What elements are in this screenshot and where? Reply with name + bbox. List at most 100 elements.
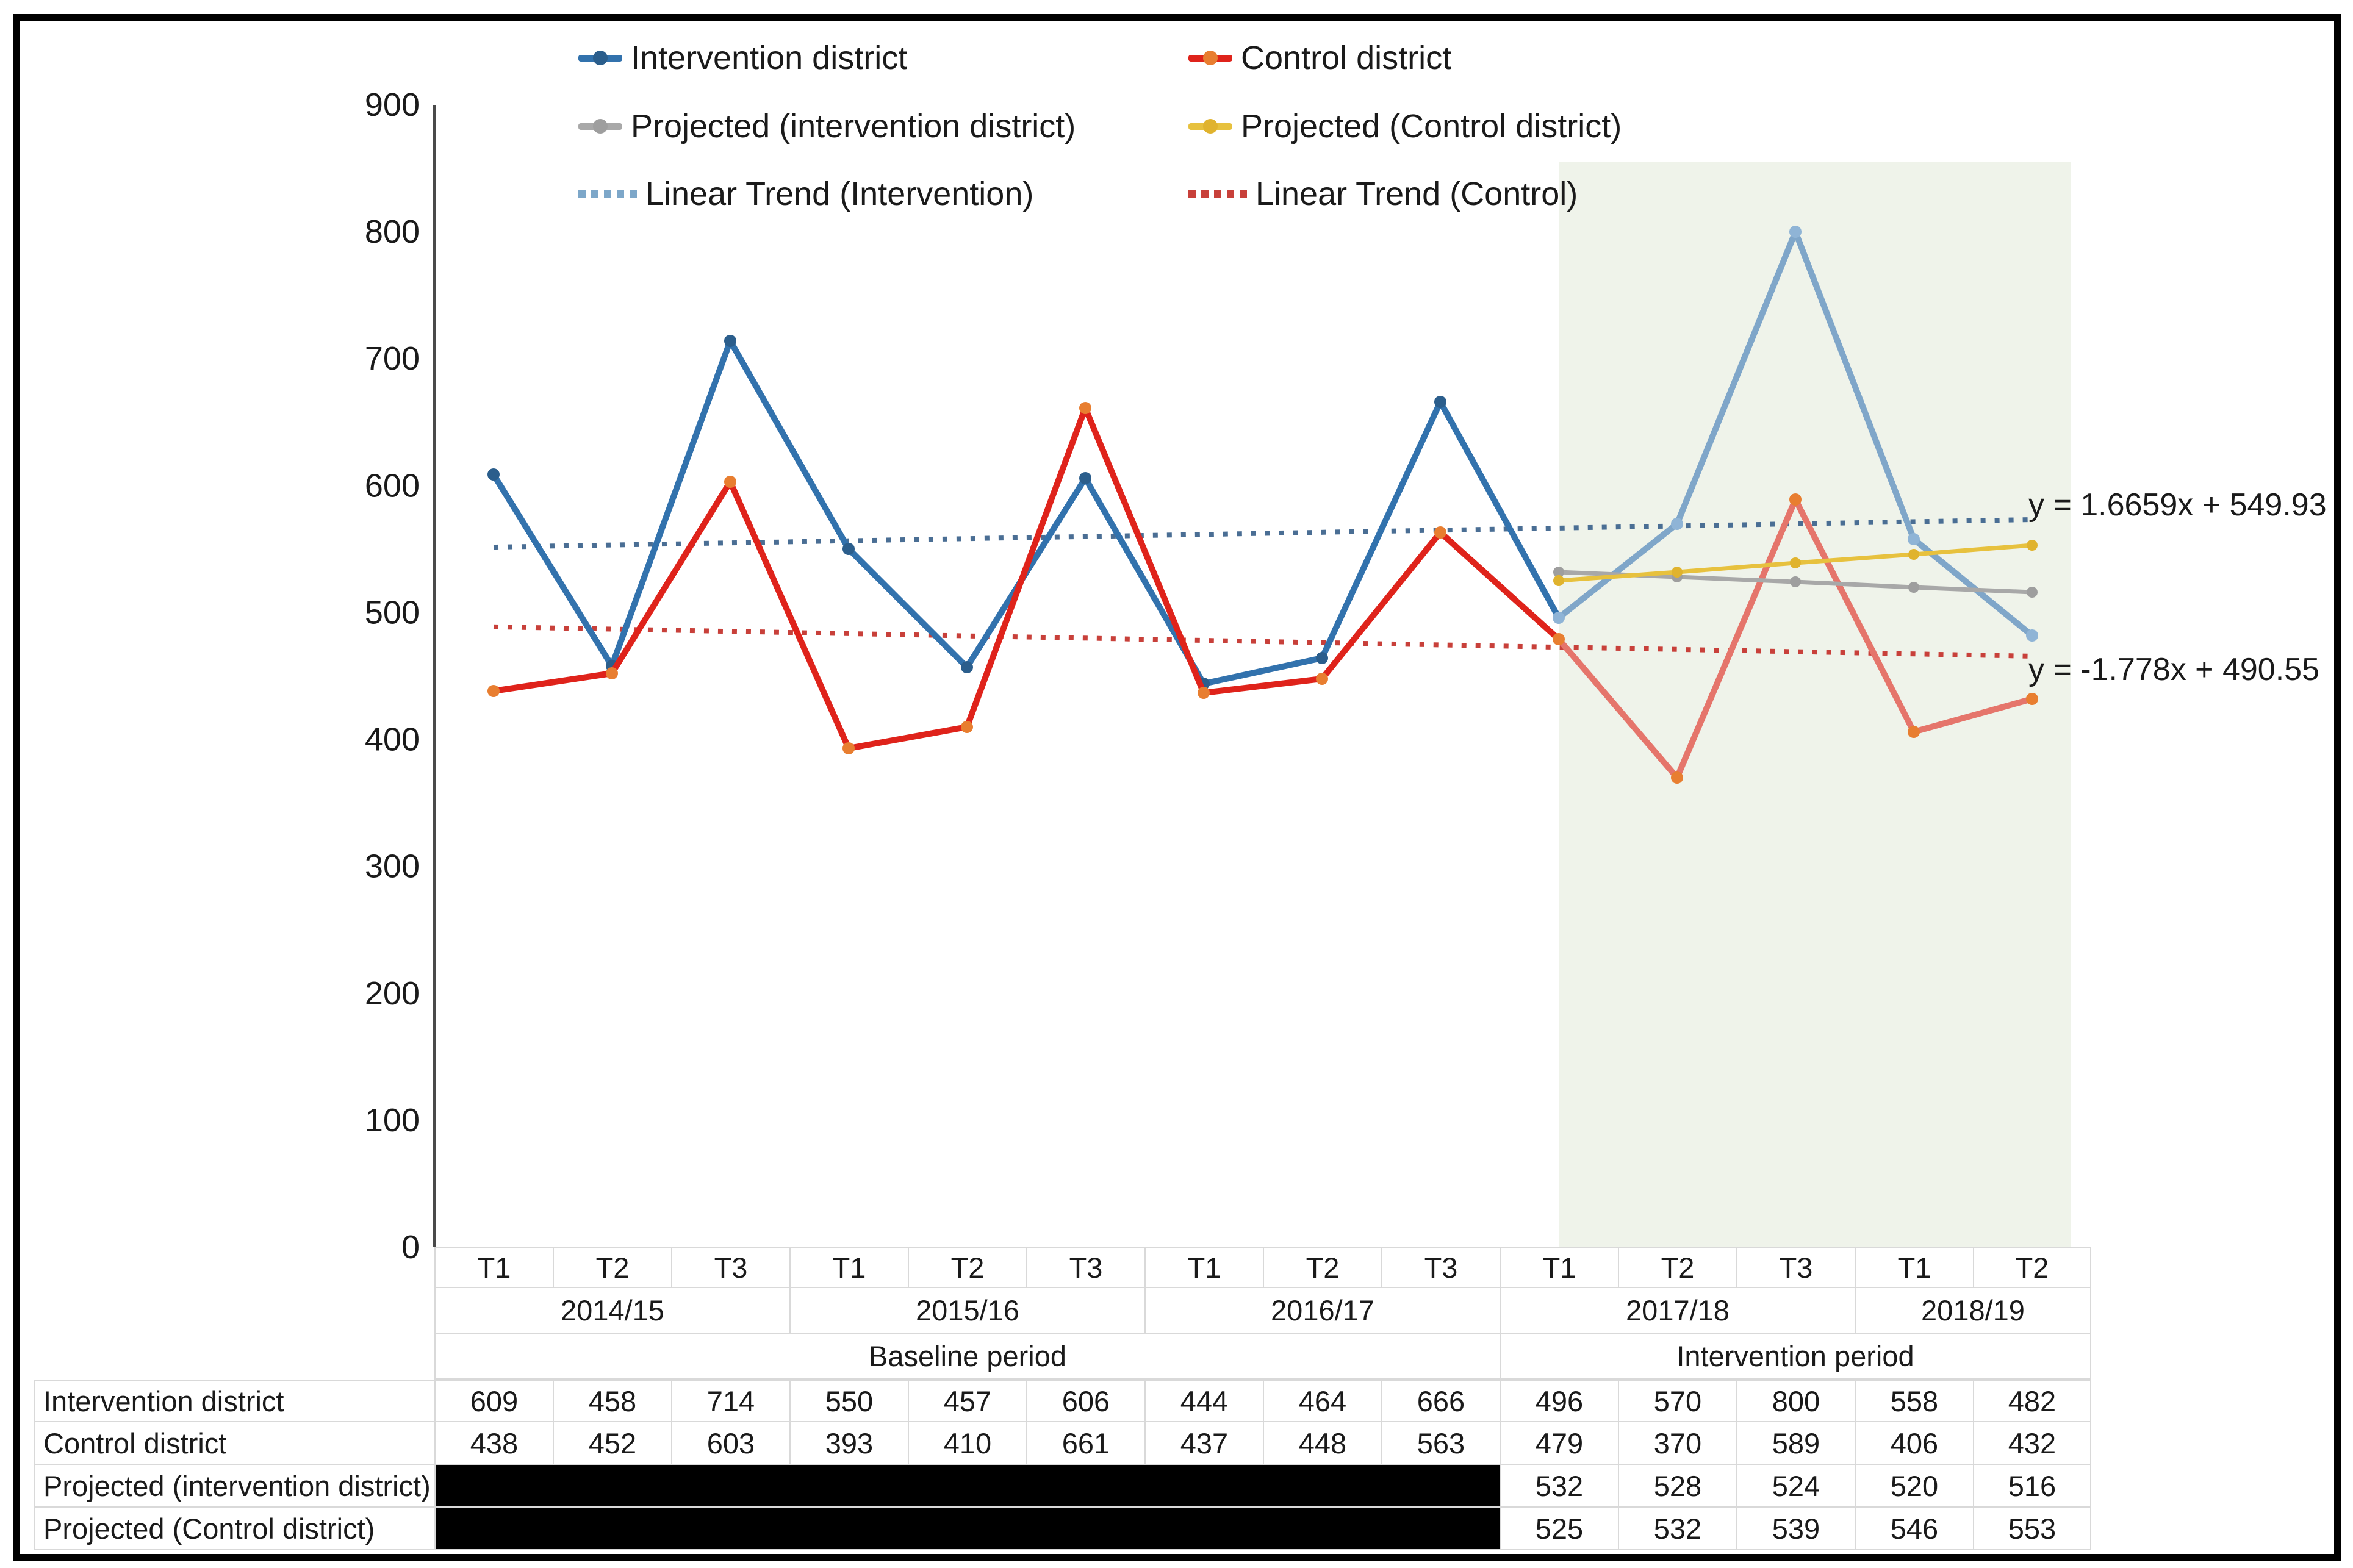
- trendline-equation-intervention: y = 1.6659x + 549.93: [2028, 487, 2327, 523]
- data-point-marker: [1789, 493, 1802, 506]
- data-point-marker: [1553, 633, 1565, 645]
- table-cell-value: 496: [1500, 1380, 1618, 1422]
- table-cell-value: 448: [1263, 1422, 1381, 1465]
- control-district-line-baseline: [490, 405, 1562, 751]
- table-tick-label: T3: [1736, 1247, 1855, 1288]
- table-cell-value: 661: [1026, 1422, 1144, 1465]
- table-cell-value: 520: [1855, 1465, 1973, 1508]
- legend-line-swatch-icon: [578, 119, 622, 134]
- data-point-marker: [1908, 726, 1920, 738]
- data-point-marker: [1671, 771, 1683, 784]
- data-point-marker: [1079, 402, 1091, 414]
- y-axis-tick-label: 100: [365, 1102, 420, 1139]
- data-point-marker: [1790, 557, 1801, 568]
- table-cell-value: 666: [1381, 1380, 1500, 1422]
- data-point-marker: [724, 335, 736, 347]
- y-axis-tick-label: 0: [401, 1229, 420, 1265]
- table-redacted-cells: [434, 1508, 1500, 1550]
- data-point-marker: [1434, 526, 1446, 539]
- table-cell-value: 524: [1736, 1465, 1855, 1508]
- legend-item-4: Linear Trend (Intervention): [578, 175, 1033, 213]
- table-tick-label: T2: [553, 1247, 671, 1288]
- legend-item-2: Projected (intervention district): [578, 107, 1076, 145]
- table-cell-value: 550: [789, 1380, 908, 1422]
- legend-dotted-swatch-icon: [578, 190, 637, 198]
- table-cell-value: 546: [1855, 1508, 1973, 1550]
- table-cell-value: 589: [1736, 1422, 1855, 1465]
- legend-marker-dot-icon: [593, 51, 608, 65]
- y-axis-tick-label: 400: [365, 721, 420, 758]
- table-tick-label: T1: [434, 1247, 553, 1288]
- data-point-marker: [606, 667, 618, 679]
- legend-item-label: Projected (Control district): [1241, 108, 1622, 145]
- legend-marker-dot-icon: [1203, 51, 1218, 65]
- data-point-marker: [1198, 687, 1210, 699]
- table-cell-value: 458: [553, 1380, 671, 1422]
- table-cell-value: 528: [1618, 1465, 1736, 1508]
- data-point-marker: [1316, 652, 1328, 664]
- legend-item-label: Projected (intervention district): [631, 108, 1076, 145]
- table-cell-value: 563: [1381, 1422, 1500, 1465]
- table-cell-value: 438: [434, 1422, 553, 1465]
- table-cell-value: 609: [434, 1380, 553, 1422]
- data-point-marker: [1434, 396, 1446, 408]
- table-tick-label: T1: [789, 1247, 908, 1288]
- table-cell-value: 532: [1618, 1508, 1736, 1550]
- table-year-label: 2017/18: [1500, 1288, 1855, 1334]
- y-axis-tick-label: 300: [365, 848, 420, 885]
- table-cell-value: 714: [671, 1380, 789, 1422]
- table-row-label: Control district: [34, 1422, 434, 1465]
- table-redacted-cells: [434, 1465, 1500, 1508]
- table-cell-value: 452: [553, 1422, 671, 1465]
- table-tick-label: T1: [1500, 1247, 1618, 1288]
- table-cell-value: 558: [1855, 1380, 1973, 1422]
- y-axis-tick-label: 700: [365, 340, 420, 377]
- linear-trend-control-line: [493, 624, 2033, 659]
- table-tick-label: T3: [671, 1247, 789, 1288]
- table-cell-value: 525: [1500, 1508, 1618, 1550]
- data-point-marker: [2026, 693, 2038, 705]
- table-period-label: Intervention period: [1500, 1334, 2091, 1380]
- table-cell-value: 437: [1144, 1422, 1263, 1465]
- legend-line-swatch-icon: [578, 51, 622, 65]
- table-corner-cell: [34, 1247, 434, 1288]
- data-point-marker: [487, 685, 500, 697]
- legend-item-0: Intervention district: [578, 39, 907, 77]
- table-tick-label: T2: [1618, 1247, 1736, 1288]
- table-cell-value: 532: [1500, 1465, 1618, 1508]
- legend-marker-dot-icon: [593, 119, 608, 134]
- table-cell-value: 370: [1618, 1422, 1736, 1465]
- table-row-label: Projected (Control district): [34, 1508, 434, 1550]
- linear-trend-intervention-line: [493, 517, 2033, 550]
- intervention-period-highlight: [1559, 162, 2071, 1247]
- table-tick-label: T2: [1263, 1247, 1381, 1288]
- table-tick-label: T2: [1973, 1247, 2091, 1288]
- table-period-label: Baseline period: [434, 1334, 1500, 1380]
- table-cell-value: 432: [1973, 1422, 2091, 1465]
- table-tick-label: T3: [1026, 1247, 1144, 1288]
- data-point-marker: [1908, 549, 1919, 560]
- table-cell-value: 479: [1500, 1422, 1618, 1465]
- legend-item-label: Linear Trend (Intervention): [645, 176, 1034, 212]
- intervention-district-line-baseline: [490, 338, 1562, 687]
- y-axis-tick-label: 800: [365, 213, 420, 250]
- table-cell-value: 410: [908, 1422, 1026, 1465]
- y-axis-tick-label: 500: [365, 594, 420, 631]
- data-point-marker: [1908, 533, 1920, 545]
- table-cell-value: 457: [908, 1380, 1026, 1422]
- data-point-marker: [1671, 518, 1683, 530]
- data-point-marker: [724, 476, 736, 488]
- table-cell-value: 570: [1618, 1380, 1736, 1422]
- legend-item-5: Linear Trend (Control): [1188, 175, 1578, 213]
- table-tick-label: T3: [1381, 1247, 1500, 1288]
- data-point-marker: [842, 543, 855, 555]
- legend-item-3: Projected (Control district): [1188, 107, 1622, 145]
- table-cell-value: 464: [1263, 1380, 1381, 1422]
- data-point-marker: [961, 661, 973, 673]
- data-point-marker: [842, 742, 855, 754]
- table-tick-label: T2: [908, 1247, 1026, 1288]
- legend-item-label: Intervention district: [631, 40, 908, 76]
- legend-marker-dot-icon: [1203, 119, 1218, 134]
